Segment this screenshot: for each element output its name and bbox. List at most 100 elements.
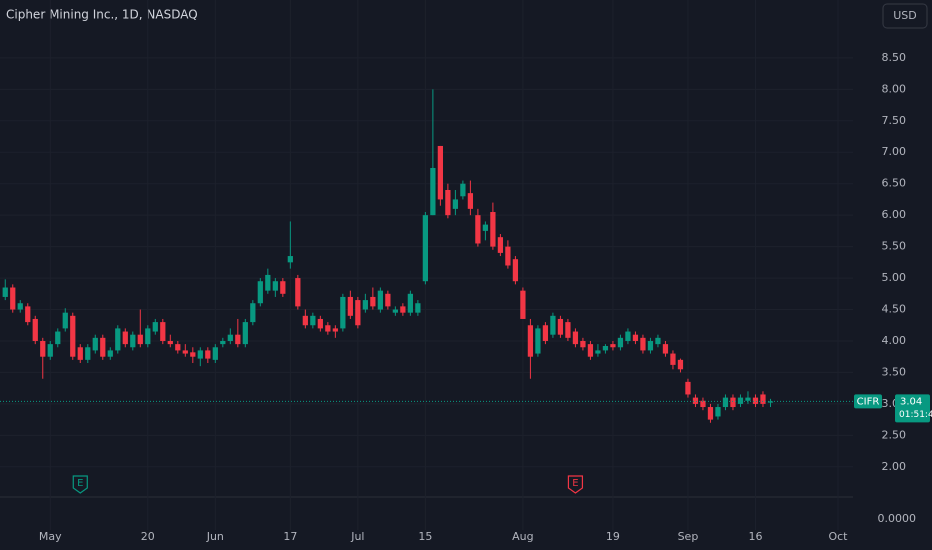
candle-body — [302, 315, 308, 326]
candle-body — [2, 287, 8, 297]
candle-body — [475, 215, 481, 244]
candle-body — [265, 274, 271, 291]
y-tick-label: 8.50 — [882, 51, 907, 64]
y-tick-label: 2.50 — [882, 428, 907, 441]
x-tick-label: Aug — [512, 530, 533, 543]
candle-body — [70, 315, 76, 357]
candle-body — [77, 347, 83, 360]
candle-body — [385, 293, 391, 307]
candle-body — [505, 246, 511, 266]
candle-body — [415, 303, 421, 313]
candle-body — [227, 334, 233, 341]
candle-body — [287, 256, 293, 263]
candle-body — [617, 337, 624, 348]
candle-body — [332, 328, 338, 332]
x-tick-label: Oct — [828, 530, 848, 543]
y-tick-label: 6.00 — [882, 208, 907, 221]
candle-body — [715, 407, 721, 417]
price-label: 3.04 — [900, 396, 922, 407]
candle-body — [40, 340, 46, 357]
candle-body — [212, 347, 218, 360]
candle-body — [670, 353, 676, 365]
candle-body — [482, 224, 489, 231]
candle-body — [295, 278, 301, 307]
candle-body — [370, 296, 376, 307]
candle-body — [220, 340, 226, 345]
candle-body — [152, 322, 158, 332]
symbol-tag — [854, 394, 882, 409]
candle-body — [355, 300, 361, 326]
candle-body — [490, 212, 496, 247]
x-tick-label: 16 — [748, 530, 762, 543]
candle-body — [460, 183, 466, 197]
candle-body — [257, 281, 263, 304]
candle-body — [557, 318, 564, 335]
y-tick-label: 2.00 — [882, 460, 907, 473]
candle-body — [452, 199, 459, 209]
candle-body — [340, 296, 346, 329]
candle-body — [580, 340, 586, 348]
candle-body — [745, 397, 751, 401]
candle-body — [595, 350, 601, 354]
candle-body — [527, 325, 534, 357]
candle-body — [62, 312, 68, 329]
candle-body — [767, 401, 774, 403]
x-tick-label: 17 — [283, 530, 297, 543]
candle-body — [310, 315, 316, 326]
axes: 2.002.503.003.504.004.505.005.506.006.50… — [39, 51, 932, 543]
earnings-marker[interactable] — [567, 475, 584, 494]
candle-body — [122, 331, 128, 345]
x-tick-label: 19 — [606, 530, 620, 543]
x-tick-label: May — [39, 530, 62, 543]
candle-body — [175, 344, 181, 351]
x-tick-label: 20 — [141, 530, 155, 543]
candle-body — [722, 397, 729, 408]
candle-body — [347, 296, 353, 316]
y-tick-label: 5.50 — [882, 240, 907, 253]
candle-body — [692, 397, 699, 404]
symbol-label: CIFR — [857, 396, 880, 407]
y-tick-label: 6.50 — [882, 177, 907, 190]
candle-body — [422, 215, 429, 282]
volume-tick-label: 0.0000 — [878, 512, 917, 525]
candle-body — [130, 334, 136, 348]
x-tick-label: Jun — [206, 530, 224, 543]
earnings-marker[interactable] — [72, 475, 88, 494]
candle-body — [430, 167, 436, 216]
candle-body — [400, 306, 406, 313]
candle-body — [242, 322, 248, 345]
x-tick-label: Sep — [678, 530, 699, 543]
candle-body — [512, 259, 519, 282]
candle-body — [10, 287, 16, 310]
candle-body — [205, 350, 211, 359]
candle-body — [362, 300, 368, 310]
candle-body — [640, 337, 646, 351]
y-tick-label: 7.50 — [882, 114, 907, 127]
candle-body — [565, 322, 571, 338]
candle-body — [760, 394, 766, 404]
candle-body — [572, 331, 579, 345]
candle-body — [610, 344, 616, 348]
candle-body — [497, 237, 504, 253]
candle-body — [437, 145, 444, 200]
candle-body — [137, 334, 143, 345]
y-tick-label: 4.50 — [882, 303, 907, 316]
candle-body — [625, 331, 631, 341]
candle-body — [115, 328, 121, 351]
currency-button[interactable] — [882, 3, 928, 29]
candle-body — [662, 344, 669, 354]
candle-body — [647, 340, 654, 351]
candle-body — [677, 359, 684, 370]
y-tick-label: 4.00 — [882, 334, 907, 347]
candle-body — [392, 309, 398, 313]
candle-body — [182, 350, 188, 354]
currency-label[interactable]: USD — [893, 9, 917, 22]
chart-title: Cipher Mining Inc., 1D, NASDAQ — [6, 8, 198, 22]
countdown-label: 01:51:40 — [899, 410, 932, 420]
candle-body — [707, 407, 714, 420]
candle-body — [235, 334, 241, 345]
candle-body — [602, 346, 609, 351]
